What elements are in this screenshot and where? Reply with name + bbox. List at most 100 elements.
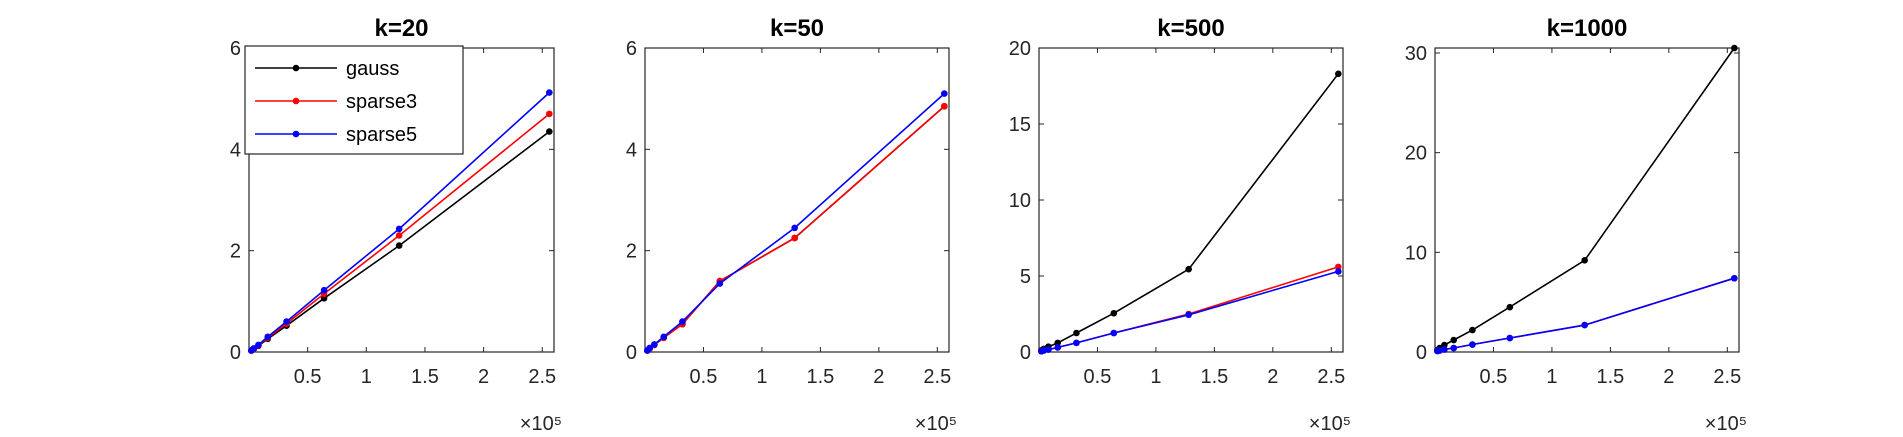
data-point-sparse5 (1581, 321, 1588, 329)
x-tick-label: 2.5 (1713, 366, 1741, 388)
data-point-gauss (1506, 303, 1514, 311)
data-point-gauss (395, 242, 403, 249)
data-point-sparse5 (1441, 346, 1448, 353)
legend-marker-sparse3 (292, 97, 300, 105)
data-point-sparse5 (716, 280, 724, 287)
legend: gauss sparse3 sparse5 (244, 45, 464, 155)
x-tick-label: 1.5 (1596, 366, 1624, 388)
data-point-sparse3 (941, 102, 948, 110)
x-tick-label: 2.5 (923, 366, 951, 388)
y-tick-label: 2 (230, 241, 241, 263)
legend-marker-sparse5 (292, 130, 300, 138)
y-tick-label: 4 (626, 139, 637, 161)
x-tick-label: 2.5 (528, 366, 556, 388)
y-tick-label: 6 (230, 38, 241, 60)
data-point-sparse5 (679, 318, 686, 325)
series-sparse5 (1038, 268, 1342, 355)
x-tick-label: 1 (361, 366, 372, 388)
data-point-sparse3 (546, 110, 553, 118)
data-point-sparse5 (646, 344, 653, 352)
legend-label-gauss: gauss (346, 58, 399, 80)
x-tick-label: 1.5 (1200, 366, 1228, 388)
x-exponent-label: ×10⁵ (1705, 413, 1747, 435)
data-point-sparse5 (1185, 311, 1192, 319)
chart-panel-1: k=20 0.5 1 1.5 2 2.5 0 2 4 6 ×10⁵ gauss sparse3 spars… (230, 15, 562, 435)
chart-panel-3: k=500 0.5 1 1.5 2 2.5 0 5 10 15 20 ×10⁵ (1009, 15, 1351, 435)
y-tick-label: 0 (626, 342, 637, 364)
data-point-gauss (1054, 339, 1062, 347)
x-exponent-label: ×10⁵ (915, 413, 957, 435)
data-point-sparse5 (1731, 274, 1738, 282)
x-tick-label: 2 (1267, 366, 1278, 388)
data-point-gauss (1731, 44, 1738, 52)
y-tick-label: 30 (1405, 43, 1427, 65)
data-point-gauss (1335, 70, 1342, 78)
data-point-sparse5 (660, 333, 668, 341)
y-tick-label: 6 (626, 38, 637, 60)
data-point-sparse5 (1506, 334, 1514, 342)
x-tick-label: 0.5 (1084, 366, 1112, 388)
data-point-gauss (1185, 265, 1192, 273)
data-point-sparse5 (1110, 329, 1118, 337)
y-tick-label: 20 (1405, 143, 1427, 165)
data-point-sparse5 (1045, 346, 1052, 353)
chart-title: k=500 (1157, 15, 1224, 42)
data-point-gauss (1581, 257, 1588, 264)
x-tick-label: 1.5 (806, 366, 834, 388)
y-tick-label: 10 (1009, 190, 1031, 212)
chart-title: k=1000 (1547, 15, 1628, 42)
data-point-sparse3 (791, 234, 798, 242)
y-tick-label: 5 (1020, 266, 1031, 288)
x-tick-label: 0.5 (294, 366, 322, 388)
x-tick-label: 1 (1546, 366, 1557, 388)
data-point-sparse5 (283, 318, 290, 325)
data-point-sparse5 (320, 286, 328, 294)
y-tick-label: 4 (230, 139, 241, 161)
x-tick-label: 1 (756, 366, 767, 388)
chart-title: k=20 (374, 15, 428, 42)
chart-panel-4: k=1000 0.5 1 1.5 2 2.5 0 10 20 30 ×10⁵ (1405, 15, 1747, 435)
data-point-gauss (546, 128, 553, 135)
chart-title: k=50 (770, 15, 824, 42)
data-point-sparse3 (1335, 263, 1342, 271)
chart-panel-2: k=50 0.5 1 1.5 2 2.5 0 2 4 6 ×10⁵ (626, 15, 957, 435)
data-point-sparse5 (546, 89, 553, 96)
data-point-sparse5 (941, 90, 948, 97)
data-point-sparse5 (264, 333, 272, 341)
legend-label-sparse5: sparse5 (346, 124, 417, 146)
data-point-gauss (1110, 309, 1118, 317)
plot-area (1434, 47, 1740, 353)
series-sparse5 (644, 90, 948, 354)
data-point-sparse3 (395, 232, 403, 239)
x-exponent-label: ×10⁵ (1309, 413, 1351, 435)
x-tick-label: 1.5 (411, 366, 439, 388)
legend-label-sparse3: sparse3 (346, 91, 417, 113)
x-tick-label: 2 (873, 366, 884, 388)
y-tick-label: 20 (1009, 38, 1031, 60)
x-tick-label: 0.5 (690, 366, 718, 388)
data-point-sparse5 (1335, 268, 1342, 275)
series-sparse5 (1434, 274, 1738, 355)
plot-area (1038, 47, 1344, 353)
x-exponent-label: ×10⁵ (520, 413, 562, 435)
chart-panels: k=20 0.5 1 1.5 2 2.5 0 2 4 6 ×10⁵ gauss sparse3 spars… (230, 15, 1747, 435)
legend-marker-gauss (292, 64, 300, 72)
x-tick-label: 0.5 (1480, 366, 1508, 388)
data-point-sparse5 (1073, 339, 1080, 347)
y-tick-label: 0 (230, 342, 241, 364)
data-point-gauss (320, 294, 328, 302)
y-tick-label: 0 (1020, 342, 1031, 364)
plot-area (644, 47, 950, 353)
data-point-gauss (1450, 336, 1458, 344)
data-point-gauss (1073, 329, 1080, 337)
data-point-sparse5 (791, 224, 798, 232)
x-tick-label: 1 (1150, 366, 1161, 388)
data-point-sparse5 (1054, 344, 1062, 351)
legend-box (244, 45, 464, 155)
data-point-sparse5 (1469, 341, 1476, 348)
y-tick-label: 2 (626, 241, 637, 263)
x-tick-label: 2.5 (1317, 366, 1345, 388)
data-point-sparse5 (255, 341, 262, 349)
data-point-sparse5 (250, 345, 257, 352)
